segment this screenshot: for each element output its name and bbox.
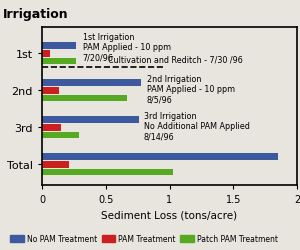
Text: 3rd Irrigation
No Additional PAM Applied
8/14/96: 3rd Irrigation No Additional PAM Applied…: [144, 111, 250, 141]
Bar: [42, 43, 76, 50]
Text: Cultivation and Reditch - 7/30 /96: Cultivation and Reditch - 7/30 /96: [108, 56, 243, 64]
Legend: No PAM Treatment, PAM Treatment, Patch PAM Treatment: No PAM Treatment, PAM Treatment, Patch P…: [7, 231, 281, 246]
X-axis label: Sediment Loss (tons/acre): Sediment Loss (tons/acre): [101, 210, 238, 220]
Bar: [42, 154, 278, 160]
Bar: [42, 132, 79, 139]
Bar: [42, 88, 58, 94]
Bar: [42, 169, 173, 176]
Bar: [42, 58, 76, 65]
Bar: [42, 162, 69, 168]
Bar: [42, 51, 50, 58]
Bar: [42, 124, 61, 131]
Text: Irrigation: Irrigation: [3, 8, 69, 20]
Text: 1st Irrigation
PAM Applied - 10 ppm
7/20/96: 1st Irrigation PAM Applied - 10 ppm 7/20…: [83, 32, 171, 62]
Text: 2nd Irrigation
PAM Applied - 10 ppm
8/5/96: 2nd Irrigation PAM Applied - 10 ppm 8/5/…: [147, 74, 235, 104]
Bar: [42, 80, 142, 86]
Bar: [42, 117, 139, 123]
Bar: [42, 95, 128, 102]
